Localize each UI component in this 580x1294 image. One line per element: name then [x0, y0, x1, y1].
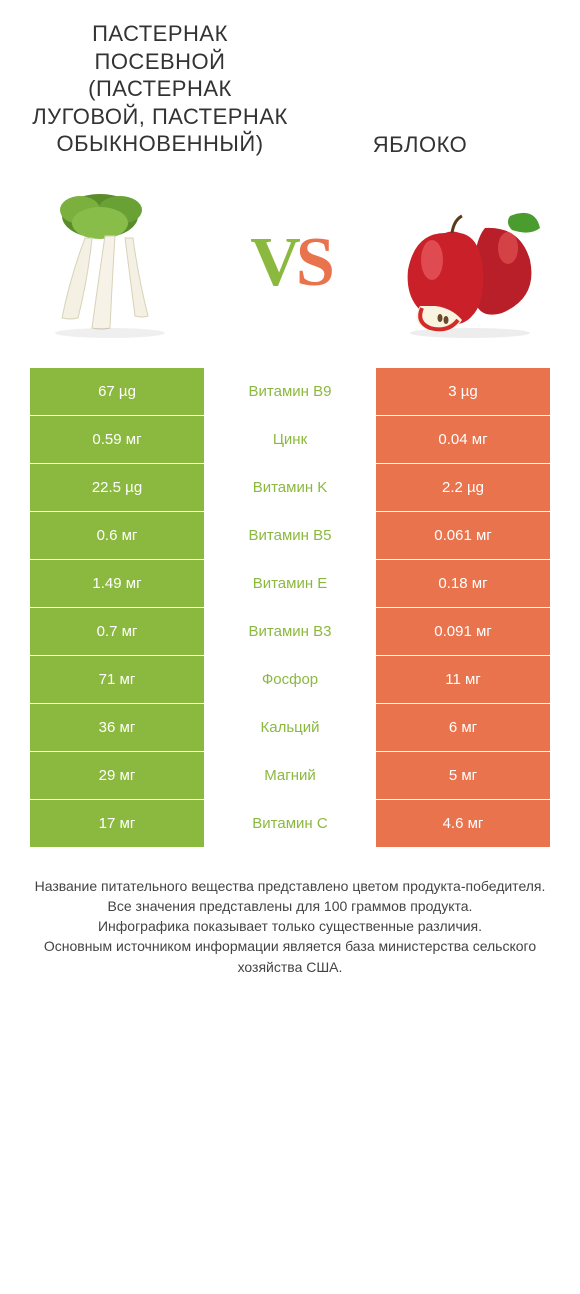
nutrient-name: Витамин B3 — [204, 608, 376, 655]
vs-label: VS — [250, 223, 330, 303]
parsnip-icon — [30, 188, 190, 338]
product-a-title-wrap: ПАСТЕРНАК ПОСЕВНОЙ (ПАСТЕРНАК ЛУГОВОЙ, П… — [30, 20, 290, 158]
comparison-header: ПАСТЕРНАК ПОСЕВНОЙ (ПАСТЕРНАК ЛУГОВОЙ, П… — [0, 0, 580, 168]
footer-line-1: Название питательного вещества представл… — [22, 876, 558, 896]
table-row: 0.59 мгЦинк0.04 мг — [30, 416, 550, 464]
product-a-title: ПАСТЕРНАК ПОСЕВНОЙ (ПАСТЕРНАК ЛУГОВОЙ, П… — [30, 20, 290, 158]
value-left: 0.7 мг — [30, 608, 204, 655]
value-left: 17 мг — [30, 800, 204, 847]
value-left: 71 мг — [30, 656, 204, 703]
value-left: 0.6 мг — [30, 512, 204, 559]
comparison-table: 67 µgВитамин B93 µg0.59 мгЦинк0.04 мг22.… — [30, 368, 550, 848]
nutrient-name: Кальций — [204, 704, 376, 751]
value-left: 0.59 мг — [30, 416, 204, 463]
images-row: VS — [0, 168, 580, 368]
nutrient-name: Витамин B5 — [204, 512, 376, 559]
nutrient-name: Магний — [204, 752, 376, 799]
nutrient-name: Фосфор — [204, 656, 376, 703]
value-right: 11 мг — [376, 656, 550, 703]
value-left: 22.5 µg — [30, 464, 204, 511]
nutrient-name: Цинк — [204, 416, 376, 463]
table-row: 1.49 мгВитамин E0.18 мг — [30, 560, 550, 608]
value-left: 67 µg — [30, 368, 204, 415]
nutrient-name: Витамин K — [204, 464, 376, 511]
value-right: 2.2 µg — [376, 464, 550, 511]
parsnip-image — [30, 188, 190, 338]
value-right: 3 µg — [376, 368, 550, 415]
nutrient-name: Витамин C — [204, 800, 376, 847]
value-left: 1.49 мг — [30, 560, 204, 607]
footer-line-2: Все значения представлены для 100 граммо… — [22, 896, 558, 916]
value-right: 0.061 мг — [376, 512, 550, 559]
value-right: 0.091 мг — [376, 608, 550, 655]
table-row: 17 мгВитамин C4.6 мг — [30, 800, 550, 848]
value-right: 0.18 мг — [376, 560, 550, 607]
value-left: 29 мг — [30, 752, 204, 799]
vs-s: S — [296, 224, 330, 301]
table-row: 71 мгФосфор11 мг — [30, 656, 550, 704]
value-right: 0.04 мг — [376, 416, 550, 463]
footer-line-3: Инфографика показывает только существенн… — [22, 916, 558, 936]
footer-notes: Название питательного вещества представл… — [0, 848, 580, 997]
table-row: 0.6 мгВитамин B50.061 мг — [30, 512, 550, 560]
value-right: 5 мг — [376, 752, 550, 799]
footer-line-4: Основным источником информации является … — [22, 936, 558, 977]
table-row: 36 мгКальций6 мг — [30, 704, 550, 752]
apple-image — [390, 188, 550, 338]
nutrient-name: Витамин B9 — [204, 368, 376, 415]
product-b-title: ЯБЛОКО — [290, 132, 550, 158]
vs-v: V — [250, 224, 296, 301]
table-row: 0.7 мгВитамин B30.091 мг — [30, 608, 550, 656]
table-row: 29 мгМагний5 мг — [30, 752, 550, 800]
product-b-title-wrap: ЯБЛОКО — [290, 132, 550, 158]
table-row: 67 µgВитамин B93 µg — [30, 368, 550, 416]
value-right: 6 мг — [376, 704, 550, 751]
value-right: 4.6 мг — [376, 800, 550, 847]
value-left: 36 мг — [30, 704, 204, 751]
nutrient-name: Витамин E — [204, 560, 376, 607]
table-row: 22.5 µgВитамин K2.2 µg — [30, 464, 550, 512]
apple-icon — [390, 188, 550, 338]
